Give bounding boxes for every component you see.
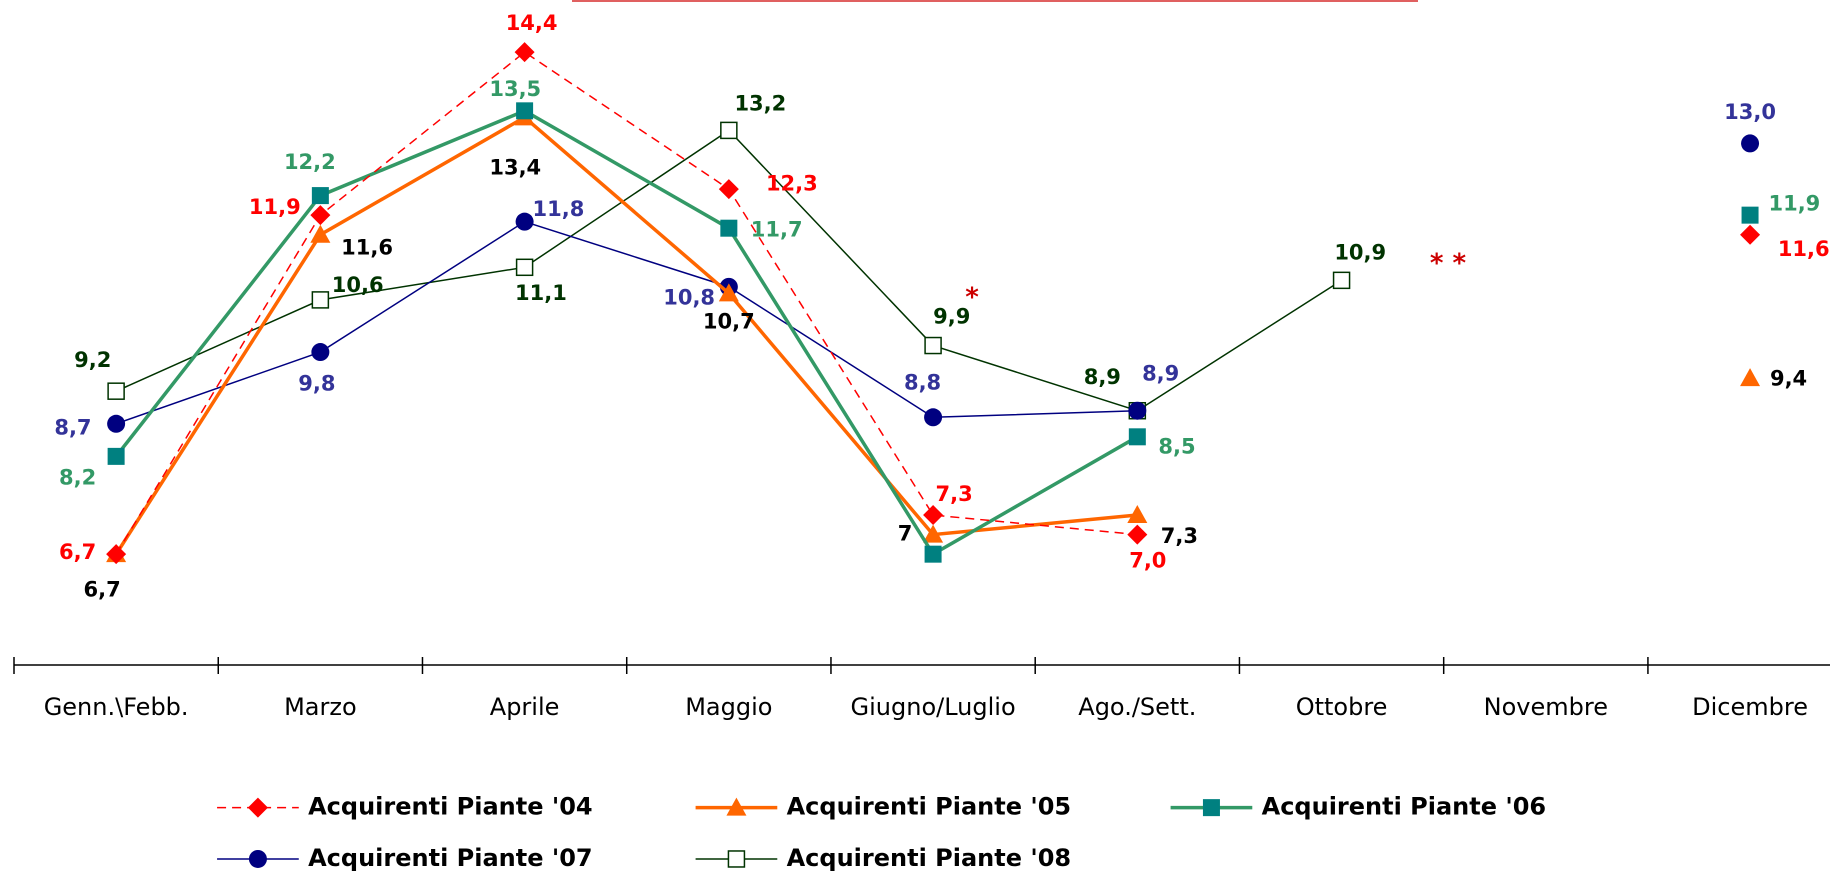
marker <box>311 291 330 309</box>
data-label: 7,3 <box>935 482 972 506</box>
data-label: 12,2 <box>284 150 336 174</box>
marker <box>516 102 534 120</box>
marker <box>310 205 331 226</box>
marker <box>1741 206 1759 224</box>
x-tick-label: Novembre <box>1484 693 1608 721</box>
data-label: 9,9 <box>933 305 970 329</box>
x-tick-label: Genn.\Febb. <box>44 693 189 721</box>
legend-marker <box>247 797 268 818</box>
data-label: 10,9 <box>1334 241 1386 265</box>
data-label: 6,7 <box>59 540 96 564</box>
legend-label: Acquirenti Piante '05 <box>787 793 1072 821</box>
data-label: 8,8 <box>904 370 941 394</box>
series-line <box>116 111 1750 554</box>
marker <box>720 219 738 237</box>
data-label: 10,6 <box>332 273 384 297</box>
x-tick-label: Giugno/Luglio <box>851 693 1016 721</box>
marker <box>923 524 944 543</box>
marker <box>1740 368 1761 387</box>
legend-label: Acquirenti Piante '08 <box>787 844 1072 872</box>
marker <box>515 212 534 231</box>
marker <box>515 258 534 277</box>
data-label: 9,8 <box>298 372 335 396</box>
data-label: 9,2 <box>74 348 111 372</box>
data-label: 8,5 <box>1158 434 1195 458</box>
data-label: 11,1 <box>515 281 567 305</box>
data-label: 12,3 <box>766 171 818 195</box>
marker <box>107 447 125 465</box>
marker <box>107 382 125 400</box>
marker <box>718 179 739 200</box>
marker <box>720 121 738 140</box>
data-label: 11,6 <box>1778 237 1830 261</box>
data-label: 8,2 <box>59 466 96 490</box>
legend-marker <box>248 849 267 868</box>
data-label: 8,9 <box>1084 365 1121 389</box>
data-label: 11,6 <box>341 236 393 260</box>
x-tick-label: Ottobre <box>1296 693 1388 721</box>
marker <box>1127 505 1148 524</box>
marker <box>1332 271 1351 290</box>
marker <box>1740 224 1761 245</box>
data-label: 11,7 <box>751 218 803 242</box>
marker <box>718 283 739 302</box>
data-label: 10,7 <box>703 310 755 334</box>
marker <box>1741 134 1760 153</box>
x-tick-label: Marzo <box>284 693 357 721</box>
x-tick-label: Maggio <box>685 693 772 721</box>
data-label: 10,8 <box>663 286 715 310</box>
data-label: 13,4 <box>489 156 541 180</box>
marker <box>310 224 331 243</box>
series-line <box>116 52 1750 554</box>
data-label: 11,9 <box>1768 192 1820 216</box>
marker <box>1128 428 1146 446</box>
marker <box>311 187 329 205</box>
data-label: 7,0 <box>1129 548 1166 572</box>
marker <box>311 343 330 362</box>
legend-marker <box>726 797 747 816</box>
legend-label: Acquirenti Piante '07 <box>308 844 593 872</box>
x-tick-label: Dicembre <box>1692 693 1808 721</box>
marker <box>1128 401 1147 420</box>
marker <box>106 544 127 565</box>
data-label: 11,9 <box>249 195 301 219</box>
x-tick-label: Aprile <box>490 693 560 721</box>
data-label: 7 <box>898 522 913 546</box>
x-tick-label: Ago./Sett. <box>1078 693 1196 721</box>
data-label: 6,7 <box>84 577 121 601</box>
marker <box>924 336 942 355</box>
marker <box>1127 524 1148 545</box>
data-label: 7,3 <box>1161 524 1198 548</box>
annotation: * <box>965 283 979 313</box>
marker <box>107 414 126 433</box>
title-underline <box>572 0 1418 2</box>
data-label: 13,2 <box>734 92 786 116</box>
series-line <box>116 117 1750 554</box>
legend-marker <box>727 850 746 868</box>
marker <box>924 408 943 427</box>
marker <box>923 505 944 526</box>
data-label: 8,7 <box>54 415 91 439</box>
data-label: 13,5 <box>489 77 541 101</box>
data-label: 13,0 <box>1724 100 1776 124</box>
data-label: 11,8 <box>533 197 585 221</box>
marker <box>924 545 942 563</box>
legend-marker <box>1202 799 1220 817</box>
annotation: * * <box>1430 249 1467 279</box>
legend-label: Acquirenti Piante '06 <box>1262 793 1547 821</box>
marker <box>514 42 535 63</box>
legend-label: Acquirenti Piante '04 <box>308 793 593 821</box>
data-label: 9,4 <box>1770 366 1807 390</box>
data-label: 14,4 <box>506 11 558 35</box>
data-label: 8,9 <box>1142 362 1179 386</box>
